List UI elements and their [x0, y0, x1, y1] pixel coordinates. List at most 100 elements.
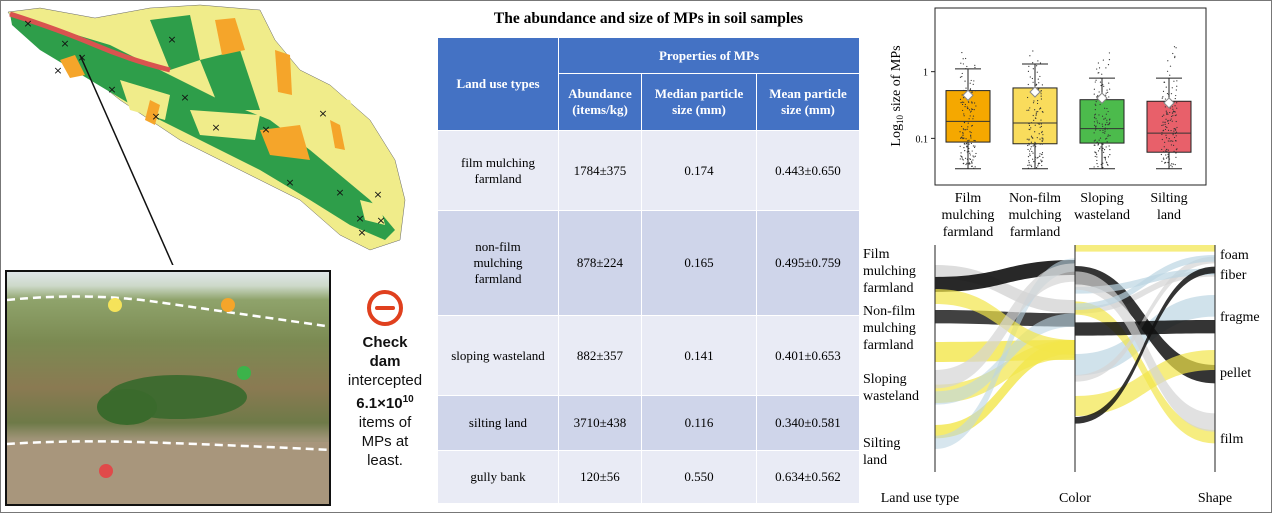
data-point [1093, 144, 1095, 146]
data-point [1166, 70, 1169, 72]
flow-band [1075, 256, 1215, 382]
data-point [1106, 137, 1108, 139]
data-point [1107, 110, 1109, 113]
data-point [1163, 81, 1165, 83]
callout-line: intercepted [347, 372, 423, 389]
data-point [1035, 117, 1037, 119]
data-point [1106, 119, 1108, 121]
cell-abundance: 878±224 [558, 210, 642, 316]
data-point [1174, 56, 1176, 59]
data-point [973, 156, 975, 158]
data-point [969, 111, 972, 113]
data-point [1039, 138, 1041, 140]
data-point [1109, 122, 1111, 124]
data-point [1164, 106, 1166, 108]
data-point [1096, 153, 1098, 156]
data-point [966, 151, 968, 153]
data-point [961, 101, 964, 103]
data-point [965, 67, 967, 70]
data-point [1172, 134, 1174, 136]
data-point [1107, 64, 1110, 66]
data-point [963, 129, 965, 131]
data-point [1106, 162, 1108, 164]
data-point [1102, 147, 1104, 149]
data-point [1093, 117, 1096, 119]
data-point [1095, 128, 1098, 130]
data-point [1163, 158, 1165, 160]
data-point [1030, 127, 1032, 129]
data-point [1028, 128, 1030, 130]
data-point [1098, 114, 1100, 116]
data-point [1167, 120, 1169, 122]
cell-abundance: 882±357 [558, 315, 642, 396]
data-point [1105, 67, 1107, 69]
axis-label: Color [1059, 491, 1091, 506]
data-point [1032, 62, 1034, 64]
data-point [971, 108, 974, 110]
data-point [1108, 59, 1111, 61]
study-area-map: ××××××××× ×××× ×× ×× [7, 4, 406, 265]
header-land-use: Land use types [437, 37, 559, 131]
svg-text:×: × [355, 212, 364, 225]
data-point [1042, 156, 1044, 159]
data-point [1166, 148, 1168, 150]
data-point [1168, 165, 1170, 167]
data-point [966, 107, 969, 110]
data-point [970, 142, 972, 145]
data-point [1032, 81, 1034, 83]
data-point [1097, 166, 1099, 168]
cell-median: 0.174 [641, 130, 757, 211]
data-point [1172, 144, 1175, 146]
data-point [1037, 100, 1039, 102]
box [1146, 100, 1192, 153]
data-point [965, 142, 968, 144]
data-point [1098, 91, 1100, 93]
data-point [1102, 125, 1104, 128]
data-point [1102, 142, 1104, 144]
x-tick-label: land [1157, 208, 1181, 223]
data-point [967, 126, 969, 128]
plot-frame [934, 7, 1207, 186]
data-point [964, 103, 966, 106]
data-point [1172, 108, 1174, 110]
data-point [1168, 93, 1170, 96]
sampling-point-markers: ××××××××× ×××× ×× ×× [23, 17, 385, 239]
data-point [1174, 97, 1176, 100]
data-point [960, 62, 962, 64]
data-point [1030, 122, 1033, 124]
data-point [1027, 83, 1029, 86]
data-point [1095, 101, 1097, 103]
data-point [974, 90, 977, 92]
data-point [1107, 156, 1110, 158]
data-point [1174, 129, 1177, 131]
data-point [973, 146, 976, 149]
data-point [963, 97, 965, 99]
callout-line: MPs at [361, 433, 409, 450]
data-point [1039, 155, 1041, 157]
cell-type: gully bank [437, 450, 559, 504]
data-point [1164, 162, 1166, 164]
data-point [1162, 130, 1164, 132]
callout-exponent: 10 [402, 394, 414, 405]
data-point [1171, 115, 1173, 118]
data-point [1029, 153, 1031, 155]
data-point [959, 145, 961, 147]
table-row: gully bank 120±56 0.550 0.634±0.562 [437, 450, 860, 504]
data-point [1164, 128, 1167, 131]
data-point [1040, 161, 1043, 163]
data-point [1035, 111, 1038, 113]
cell-mean: 0.340±0.581 [756, 395, 860, 451]
data-point [1094, 129, 1097, 131]
svg-text:×: × [107, 83, 116, 96]
data-point [971, 150, 973, 152]
data-point [1032, 114, 1034, 117]
data-point [1029, 55, 1031, 57]
data-point [965, 57, 967, 60]
data-point [1093, 93, 1095, 95]
data-point [1099, 129, 1101, 132]
data-point [1109, 148, 1111, 151]
data-point [1026, 109, 1028, 112]
svg-text:×: × [180, 91, 189, 104]
flow-band [1075, 245, 1215, 252]
data-point [1167, 122, 1170, 124]
